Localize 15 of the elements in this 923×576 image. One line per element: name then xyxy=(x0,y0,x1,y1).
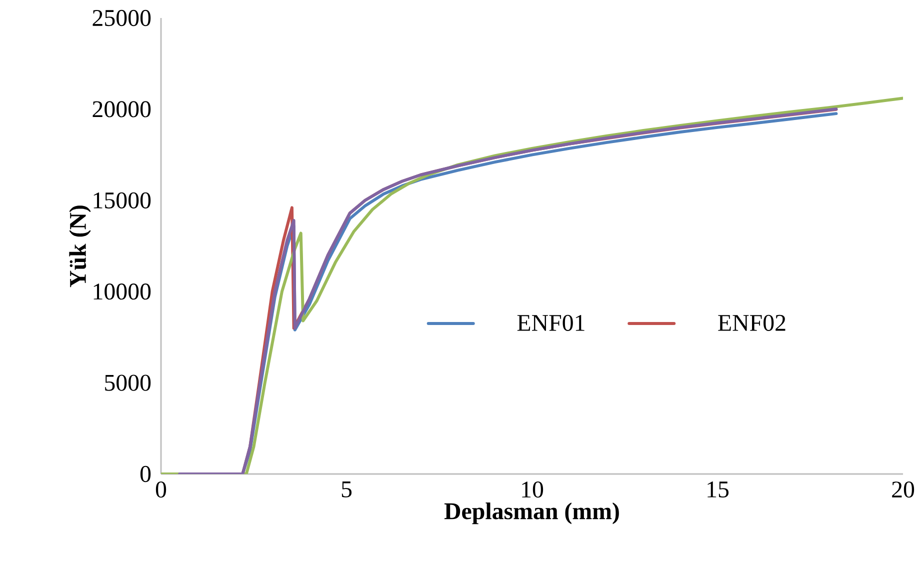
x-tick-label: 0 xyxy=(156,482,166,498)
legend-label: ENF02 xyxy=(718,314,786,331)
x-tick-label: 10 xyxy=(522,482,544,498)
y-tick-label: 5000 xyxy=(105,374,151,391)
x-tick-label: 15 xyxy=(708,482,729,498)
y-tick-label: 10000 xyxy=(94,284,151,300)
y-tick-label: 0 xyxy=(140,466,151,482)
y-tick-label: 25000 xyxy=(92,10,151,26)
legend-label: ENF01 xyxy=(517,314,584,331)
y-tick-label: 15000 xyxy=(94,192,151,208)
y-tick-label: 20000 xyxy=(92,101,151,118)
x-axis-title: Deplasman (mm) xyxy=(444,502,619,524)
x-tick-label: 5 xyxy=(342,482,352,498)
x-tick-label: 20 xyxy=(892,482,914,498)
y-axis-title: Yük (N) xyxy=(69,206,91,288)
